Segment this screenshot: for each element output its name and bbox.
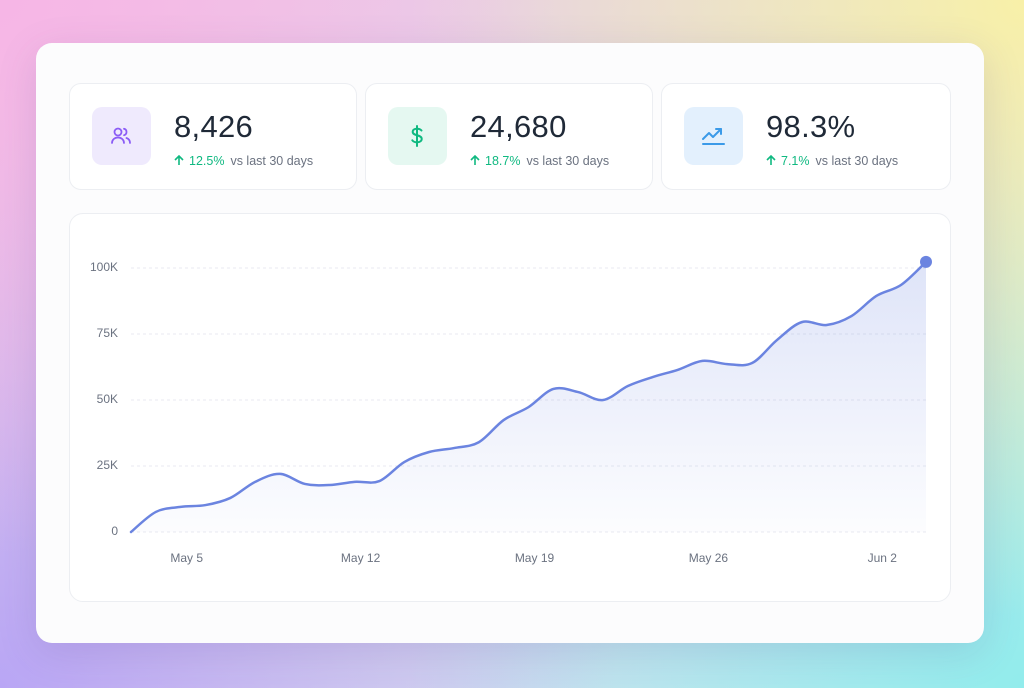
x-tick-label: Jun 2 <box>868 551 898 565</box>
stat-card: 98.3% 7.1% vs last 30 days <box>661 83 951 190</box>
users-icon <box>111 127 131 144</box>
trend-icon <box>702 128 725 145</box>
icon-tile <box>388 107 447 165</box>
stat-card: 24,680 18.7% vs last 30 days <box>365 83 653 190</box>
icon-tile <box>92 107 151 165</box>
x-tick-label: May 12 <box>341 551 381 565</box>
stat-value: 98.3% <box>766 109 856 144</box>
dollar-icon <box>411 125 423 147</box>
y-tick-label: 100K <box>90 260 118 274</box>
line <box>129 260 928 534</box>
change-value: 18.7% <box>485 154 521 168</box>
x-tick-label: May 26 <box>689 551 729 565</box>
change-note: vs last 30 days <box>815 154 899 168</box>
stat-value: 24,680 <box>470 109 567 144</box>
stat-change: 12.5% vs last 30 days <box>174 154 313 168</box>
stat-value: 8,426 <box>174 109 254 144</box>
x-tick-label: May 5 <box>170 551 203 565</box>
end-point <box>920 255 932 268</box>
change-value: 12.5% <box>189 154 225 168</box>
stat-change: 7.1% vs last 30 days <box>766 154 898 168</box>
change-note: vs last 30 days <box>230 154 314 168</box>
area <box>131 261 926 532</box>
chart: 0 25K 50K 75K 100K May 5 May 12 May 19 May 26 Jun… <box>90 255 932 565</box>
y-tick-label: 0 <box>111 524 118 538</box>
y-tick-label: 25K <box>97 458 118 472</box>
x-tick-label: May 19 <box>515 551 555 565</box>
y-tick-label: 75K <box>97 326 118 340</box>
stat-change: 18.7% vs last 30 days <box>470 154 609 168</box>
stat-card: 8,426 12.5% vs last 30 days <box>69 83 357 190</box>
change-value: 7.1% <box>781 154 810 168</box>
icon-tile <box>684 107 743 165</box>
y-tick-label: 50K <box>97 392 118 406</box>
change-note: vs last 30 days <box>526 154 610 168</box>
